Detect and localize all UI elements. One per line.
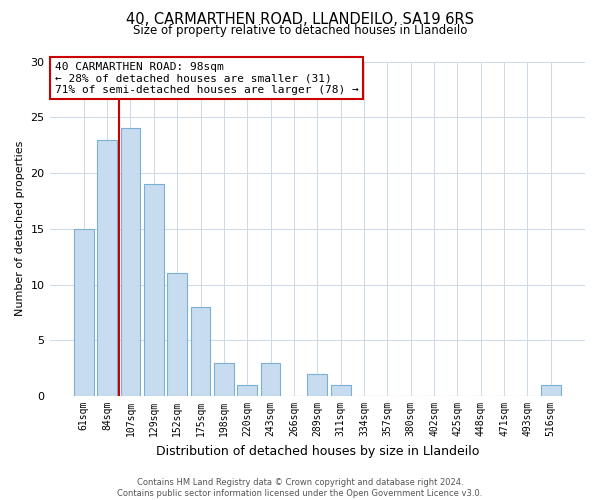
Bar — [144, 184, 164, 396]
Y-axis label: Number of detached properties: Number of detached properties — [15, 141, 25, 316]
Text: Contains HM Land Registry data © Crown copyright and database right 2024.
Contai: Contains HM Land Registry data © Crown c… — [118, 478, 482, 498]
Bar — [97, 140, 117, 396]
Text: 40 CARMARTHEN ROAD: 98sqm
← 28% of detached houses are smaller (31)
71% of semi-: 40 CARMARTHEN ROAD: 98sqm ← 28% of detac… — [55, 62, 359, 94]
Bar — [307, 374, 327, 396]
Bar — [167, 274, 187, 396]
Bar — [238, 385, 257, 396]
Bar — [74, 229, 94, 396]
Bar — [191, 307, 211, 396]
X-axis label: Distribution of detached houses by size in Llandeilo: Distribution of detached houses by size … — [155, 444, 479, 458]
Text: Size of property relative to detached houses in Llandeilo: Size of property relative to detached ho… — [133, 24, 467, 37]
Text: 40, CARMARTHEN ROAD, LLANDEILO, SA19 6RS: 40, CARMARTHEN ROAD, LLANDEILO, SA19 6RS — [126, 12, 474, 28]
Bar — [214, 362, 234, 396]
Bar — [121, 128, 140, 396]
Bar — [260, 362, 280, 396]
Bar — [541, 385, 560, 396]
Bar — [331, 385, 350, 396]
